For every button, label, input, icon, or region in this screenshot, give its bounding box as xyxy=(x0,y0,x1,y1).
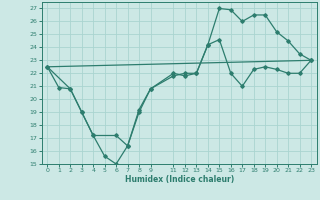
X-axis label: Humidex (Indice chaleur): Humidex (Indice chaleur) xyxy=(124,175,234,184)
